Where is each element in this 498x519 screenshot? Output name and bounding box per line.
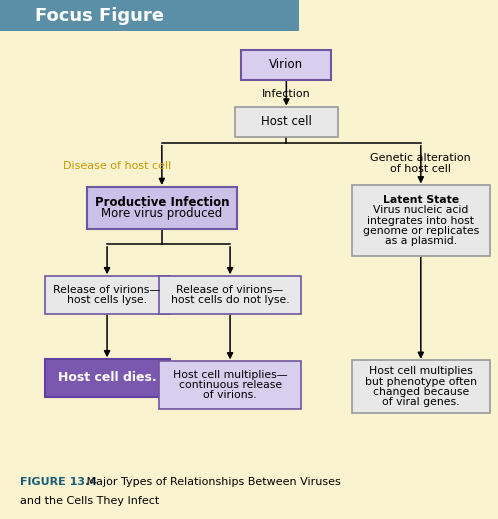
Text: of virions.: of virions. [203, 390, 257, 400]
Text: Focus Figure: Focus Figure [35, 7, 164, 24]
Text: Host cell multiplies—: Host cell multiplies— [173, 370, 287, 380]
Text: Disease of host cell: Disease of host cell [63, 161, 171, 171]
FancyBboxPatch shape [352, 185, 490, 256]
FancyBboxPatch shape [45, 276, 170, 314]
FancyBboxPatch shape [0, 0, 299, 31]
Text: but phenotype often: but phenotype often [365, 377, 477, 387]
FancyBboxPatch shape [352, 360, 490, 413]
FancyBboxPatch shape [159, 276, 301, 314]
Text: Virion: Virion [269, 58, 303, 72]
FancyBboxPatch shape [241, 50, 332, 80]
Text: Host cell multiplies: Host cell multiplies [369, 366, 473, 376]
Text: FIGURE 13.4: FIGURE 13.4 [20, 476, 97, 487]
Text: Host cell: Host cell [261, 115, 312, 129]
Text: Latent State: Latent State [383, 195, 459, 206]
Text: Virus nucleic acid: Virus nucleic acid [373, 206, 469, 215]
FancyBboxPatch shape [235, 107, 338, 137]
Text: Productive Infection: Productive Infection [95, 196, 229, 209]
FancyBboxPatch shape [45, 359, 170, 397]
FancyBboxPatch shape [87, 187, 237, 228]
Text: continuous release: continuous release [178, 380, 282, 390]
Text: and the Cells They Infect: and the Cells They Infect [20, 496, 159, 507]
Text: More virus produced: More virus produced [101, 207, 223, 220]
Text: Release of virions—: Release of virions— [176, 285, 284, 295]
Text: Infection: Infection [262, 89, 311, 100]
Text: changed because: changed because [373, 387, 469, 397]
FancyBboxPatch shape [159, 361, 301, 409]
Text: Genetic alteration
of host cell: Genetic alteration of host cell [371, 153, 471, 174]
Text: Host cell dies.: Host cell dies. [58, 371, 156, 385]
Text: Release of virions—: Release of virions— [53, 285, 161, 295]
Text: as a plasmid.: as a plasmid. [385, 236, 457, 246]
Text: of viral genes.: of viral genes. [382, 397, 460, 407]
Text: host cells do not lyse.: host cells do not lyse. [171, 295, 289, 305]
Text: genome or replicates: genome or replicates [363, 226, 479, 236]
Text: integrates into host: integrates into host [368, 215, 474, 226]
Text: Major Types of Relationships Between Viruses: Major Types of Relationships Between Vir… [83, 476, 341, 487]
Text: host cells lyse.: host cells lyse. [67, 295, 147, 305]
